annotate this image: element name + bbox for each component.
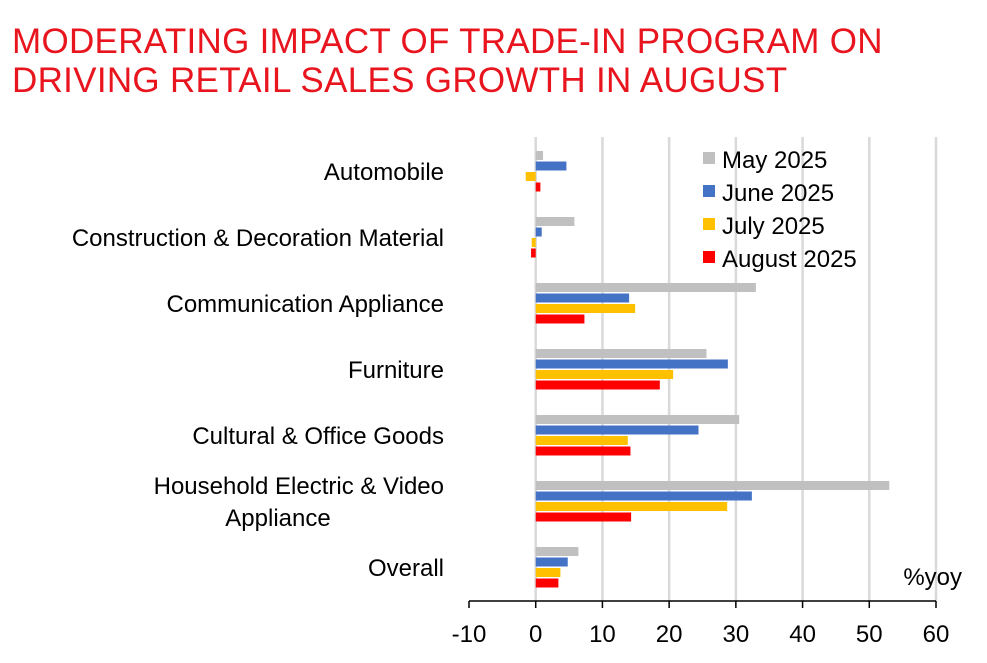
bar — [535, 380, 660, 390]
bar — [535, 481, 890, 490]
bar — [535, 304, 636, 313]
bar — [535, 568, 561, 577]
bar — [535, 502, 728, 511]
bar — [535, 370, 674, 379]
x-tick-label: 20 — [656, 621, 683, 648]
bar — [535, 359, 728, 369]
bar — [535, 415, 740, 424]
legend-label: July 2025 — [722, 213, 825, 240]
x-tick-label: 0 — [529, 621, 542, 648]
bar — [525, 172, 536, 181]
bar — [535, 182, 541, 192]
legend: May 2025 June 2025 July 2025 August 2025 — [703, 147, 857, 273]
bar — [535, 436, 628, 445]
bar — [535, 293, 630, 303]
legend-swatch — [703, 185, 715, 197]
chart-title-line-1: MODERATING IMPACT OF TRADE-IN PROGRAM ON — [12, 22, 883, 61]
unit-label: %yoy — [903, 564, 962, 591]
legend-label: May 2025 — [722, 147, 827, 174]
category-label: Appliance — [225, 505, 330, 532]
legend-label: August 2025 — [722, 246, 857, 273]
legend-swatch — [703, 152, 715, 164]
bar — [531, 238, 536, 247]
bar — [535, 578, 559, 588]
bar — [535, 425, 699, 435]
category-label: Construction & Decoration Material — [72, 225, 444, 252]
category-labels: Automobile Construction & Decoration Mate… — [72, 159, 444, 582]
gridlines — [534, 137, 938, 601]
category-label: Furniture — [348, 357, 444, 384]
bars — [525, 151, 890, 588]
category-label: Communication Appliance — [167, 291, 445, 318]
legend-swatch — [703, 251, 715, 263]
bar — [535, 557, 568, 567]
legend-label: June 2025 — [722, 180, 834, 207]
bar — [535, 217, 575, 226]
x-tick-label: 10 — [589, 621, 616, 648]
bar — [535, 227, 542, 237]
category-label: Cultural & Office Goods — [192, 423, 444, 450]
chart-title-line-2: DRIVING RETAIL SALES GROWTH IN AUGUST — [12, 61, 788, 100]
bar — [535, 151, 544, 160]
category-label: Overall — [368, 555, 444, 582]
x-tick-label: -10 — [452, 621, 487, 648]
bar — [531, 248, 536, 258]
bar — [535, 491, 752, 501]
x-tick-label: 30 — [723, 621, 750, 648]
x-tick-label: 40 — [789, 621, 816, 648]
x-axis: -10 0 10 20 30 40 50 60 — [452, 600, 950, 648]
bar — [535, 547, 579, 556]
legend-swatch — [703, 218, 715, 230]
x-tick-label: 50 — [856, 621, 883, 648]
chart-title: MODERATING IMPACT OF TRADE-IN PROGRAM ON… — [12, 22, 972, 100]
bar — [535, 161, 567, 171]
x-tick-label: 60 — [923, 621, 950, 648]
category-label: Household Electric & Video — [154, 473, 444, 500]
bar — [535, 314, 585, 324]
bar — [535, 446, 631, 456]
bar — [535, 512, 632, 522]
category-label: Automobile — [324, 159, 444, 186]
bar — [535, 283, 756, 292]
bar — [535, 349, 707, 358]
